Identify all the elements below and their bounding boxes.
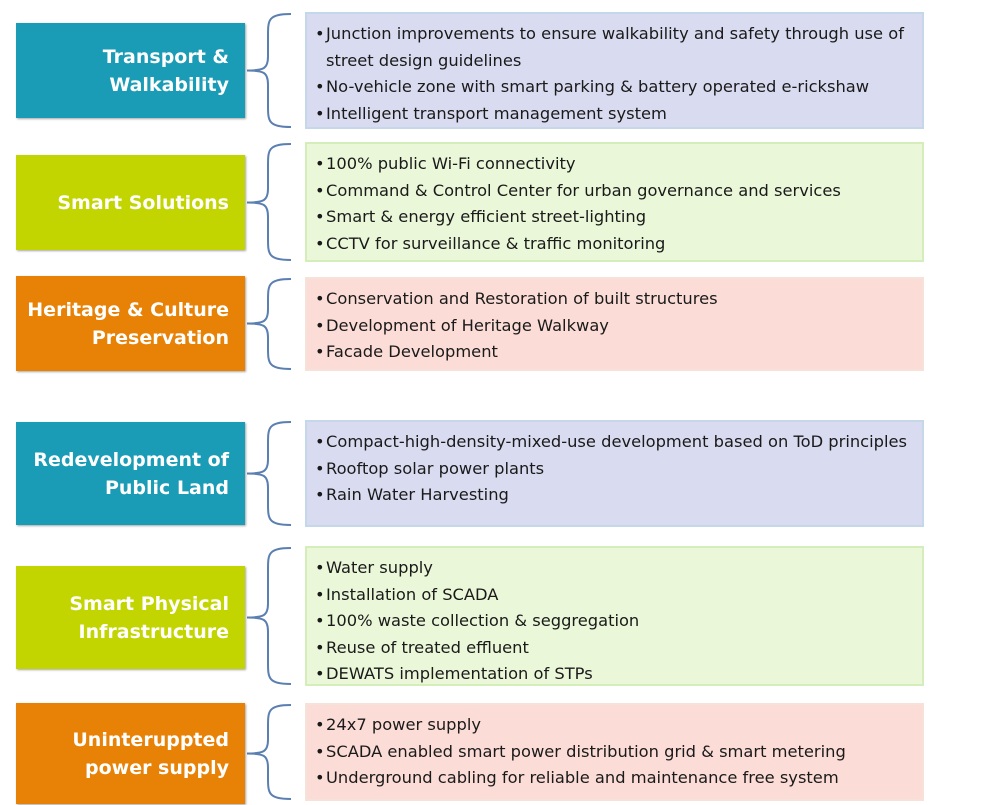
- bullet-item: Development of Heritage Walkway: [315, 313, 914, 340]
- details-panel-transport-walkability: Junction improvements to ensure walkabil…: [305, 12, 924, 129]
- bullet-item: Command & Control Center for urban gover…: [315, 178, 914, 205]
- category-label: Transport & Walkability: [102, 45, 229, 96]
- category-box-transport-walkability: Transport & Walkability: [16, 23, 245, 118]
- bullet-item: No-vehicle zone with smart parking & bat…: [315, 74, 914, 101]
- bullet-list: Water supplyInstallation of SCADA100% wa…: [315, 555, 914, 688]
- bullet-item: Conservation and Restoration of built st…: [315, 286, 914, 313]
- bullet-item: DEWATS implementation of STPs: [315, 661, 914, 688]
- bullet-item: CCTV for surveillance & traffic monitori…: [315, 231, 914, 258]
- bullet-item: Underground cabling for reliable and mai…: [315, 765, 914, 792]
- bullet-item: 100% waste collection & seggregation: [315, 608, 914, 635]
- curly-brace-smart-solutions: [246, 143, 292, 261]
- bullet-list: Compact-high-density-mixed-use developme…: [315, 429, 914, 509]
- category-box-smart-physical-infrastructure: Smart Physical Infrastructure: [16, 566, 245, 669]
- curly-brace-smart-physical-infrastructure: [246, 547, 292, 685]
- bullet-list: 100% public Wi-Fi connectivityCommand & …: [315, 151, 914, 257]
- bullet-item: Junction improvements to ensure walkabil…: [315, 21, 914, 74]
- details-panel-smart-physical-infrastructure: Water supplyInstallation of SCADA100% wa…: [305, 546, 924, 688]
- details-panel-smart-solutions: 100% public Wi-Fi connectivityCommand & …: [305, 142, 924, 262]
- curly-brace-redevelopment-public-land: [246, 421, 292, 526]
- category-label: Uninteruppted power supply: [72, 728, 229, 779]
- category-label: Smart Physical Infrastructure: [69, 592, 229, 643]
- bullet-item: 24x7 power supply: [315, 712, 914, 739]
- bullet-list: 24x7 power supplySCADA enabled smart pow…: [315, 712, 914, 792]
- bullet-list: Conservation and Restoration of built st…: [315, 286, 914, 366]
- curly-brace-transport-walkability: [246, 13, 292, 128]
- curly-brace-heritage-culture: [246, 278, 292, 370]
- bullet-item: 100% public Wi-Fi connectivity: [315, 151, 914, 178]
- bullet-item: Rain Water Harvesting: [315, 482, 914, 509]
- category-box-power-supply: Uninteruppted power supply: [16, 703, 245, 804]
- category-label: Smart Solutions: [57, 191, 229, 214]
- details-panel-heritage-culture: Conservation and Restoration of built st…: [305, 277, 924, 371]
- bullet-list: Junction improvements to ensure walkabil…: [315, 21, 914, 127]
- bullet-item: Compact-high-density-mixed-use developme…: [315, 429, 914, 456]
- category-box-smart-solutions: Smart Solutions: [16, 155, 245, 250]
- category-label: Redevelopment of Public Land: [33, 448, 229, 499]
- category-box-heritage-culture: Heritage & Culture Preservation: [16, 276, 245, 371]
- category-box-redevelopment-public-land: Redevelopment of Public Land: [16, 422, 245, 525]
- bullet-item: SCADA enabled smart power distribution g…: [315, 739, 914, 766]
- bullet-item: Installation of SCADA: [315, 582, 914, 609]
- details-panel-power-supply: 24x7 power supplySCADA enabled smart pow…: [305, 703, 924, 801]
- bullet-item: Intelligent transport management system: [315, 101, 914, 128]
- curly-brace-power-supply: [246, 704, 292, 800]
- bullet-item: Rooftop solar power plants: [315, 456, 914, 483]
- bullet-item: Facade Development: [315, 339, 914, 366]
- bullet-item: Reuse of treated effluent: [315, 635, 914, 662]
- category-label: Heritage & Culture Preservation: [27, 298, 229, 349]
- bullet-item: Water supply: [315, 555, 914, 582]
- bullet-item: Smart & energy efficient street-lighting: [315, 204, 914, 231]
- details-panel-redevelopment-public-land: Compact-high-density-mixed-use developme…: [305, 420, 924, 527]
